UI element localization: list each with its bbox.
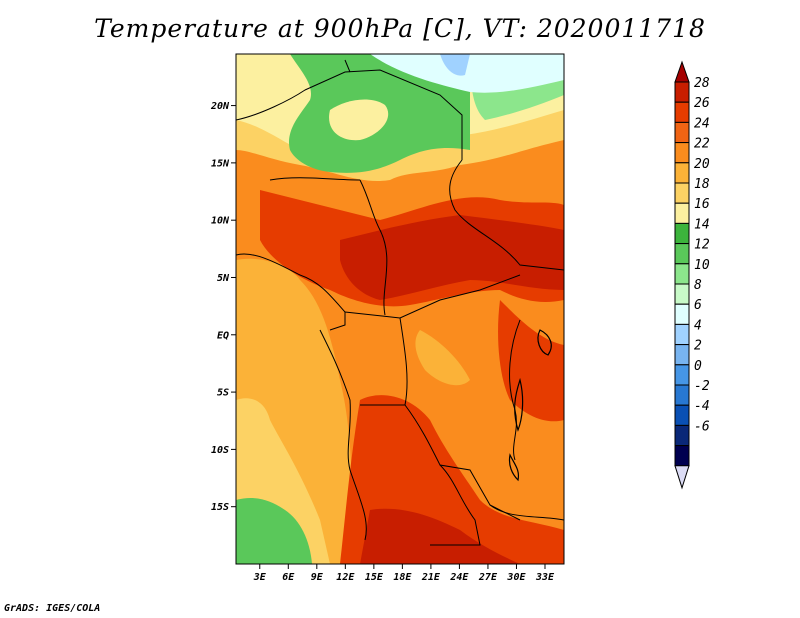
colorbar-swatch [674, 243, 690, 265]
colorbar-swatch [674, 162, 690, 184]
lat-tick-label: 10S [211, 445, 229, 456]
lat-tick-label: 5N [217, 273, 230, 284]
lon-tick-label: 3E [253, 572, 267, 583]
lon-tick-label: 15E [365, 572, 384, 583]
colorbar-swatch [674, 323, 690, 346]
lat-tick-label: 20N [210, 101, 230, 112]
map-title: Temperature at 900hPa [C], VT: 202001171… [94, 14, 706, 43]
colorbar-label: 8 [694, 278, 702, 293]
colorbar-swatch [674, 101, 690, 123]
colorbar-top-triangle [674, 60, 690, 83]
colorbar-label: -4 [694, 399, 710, 414]
colorbar-label: 24 [694, 116, 710, 131]
colorbar-swatch [674, 202, 690, 224]
colorbar-label: 26 [694, 96, 710, 111]
footer-credit: GrADS: IGES/COLA [4, 603, 101, 614]
map-frame [235, 53, 565, 565]
colorbar-label: 12 [694, 238, 710, 253]
lat-tick-label: EQ [217, 330, 229, 341]
colorbar-swatch [674, 182, 690, 204]
lon-tick-label: 30E [506, 572, 526, 583]
colorbar-swatch [674, 121, 690, 144]
lon-tick-label: 12E [336, 572, 355, 583]
colorbar-label: -6 [694, 419, 710, 434]
colorbar-swatch [674, 303, 690, 325]
latitude-axis: 20N 15N 10N 5N EQ 5S 10S 15S [210, 101, 236, 513]
temperature-field [236, 54, 564, 564]
colorbar-label: 22 [694, 137, 710, 152]
colorbar-label: 18 [694, 177, 710, 192]
colorbar-swatch [674, 344, 690, 366]
lon-tick-label: 33E [535, 572, 555, 583]
colorbar-swatch [674, 404, 690, 426]
lat-tick-label: 15N [211, 158, 230, 169]
colorbar-swatch [674, 222, 690, 245]
lon-tick-label: 9E [311, 572, 324, 583]
colorbar-swatch [674, 445, 690, 467]
lon-tick-label: 27E [478, 572, 498, 583]
colorbar-label: 2 [694, 339, 702, 354]
colorbar-swatch [674, 142, 690, 164]
colorbar-label: 4 [694, 318, 702, 333]
colorbar-swatch [674, 283, 690, 305]
lon-tick-label: 24E [449, 572, 469, 583]
colorbar-swatch [674, 424, 690, 447]
lat-tick-label: 15S [211, 502, 229, 513]
lon-tick-label: 18E [393, 572, 412, 583]
lon-tick-label: 21E [421, 572, 441, 583]
colorbar-swatch [674, 81, 690, 103]
colorbar-label: 0 [694, 359, 702, 374]
lon-tick-label: 6E [282, 572, 295, 583]
lat-tick-label: 10N [211, 216, 230, 227]
lat-tick-label: 5S [217, 388, 229, 399]
colorbar-bottom-triangle [674, 465, 690, 490]
colorbar-label: 16 [694, 197, 710, 212]
colorbar-label: 20 [694, 157, 710, 172]
colorbar-swatch [674, 263, 690, 285]
longitude-axis: 3E 6E 9E 12E 15E 18E 21E 24E 27E 30E 33E [253, 564, 555, 583]
colorbar-swatch [674, 364, 690, 386]
colorbar-swatch [674, 384, 690, 406]
colorbar-label: 10 [694, 258, 710, 273]
colorbar-label: 6 [694, 298, 702, 313]
colorbar-label: 14 [694, 217, 710, 232]
colorbar-label: -2 [694, 379, 710, 394]
colorbar-label: 28 [694, 76, 710, 91]
